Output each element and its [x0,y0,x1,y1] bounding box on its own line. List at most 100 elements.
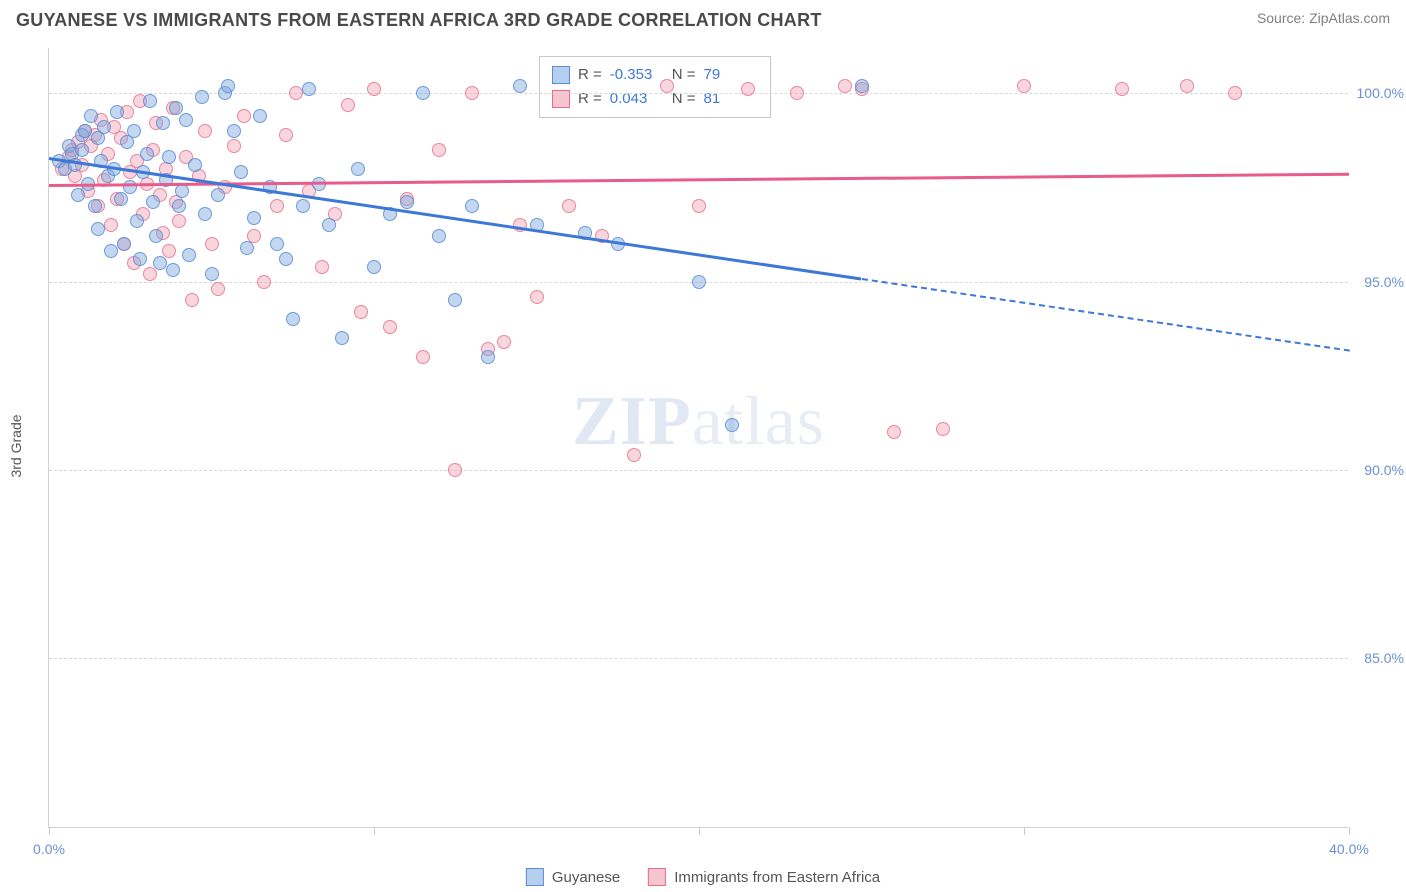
data-point [416,350,430,364]
data-point [354,305,368,319]
watermark: ZIPatlas [572,382,825,462]
data-point [166,263,180,277]
data-point [692,275,706,289]
data-point [175,184,189,198]
data-point [322,218,336,232]
data-point [221,79,235,93]
data-point [143,267,157,281]
data-point [660,79,674,93]
r-value: 0.043 [610,87,664,111]
data-point [562,199,576,213]
data-point [172,199,186,213]
y-tick-label: 95.0% [1352,274,1404,290]
data-point [153,256,167,270]
stats-legend: R = -0.353 N = 79 R = 0.043 N = 81 [539,56,771,118]
data-point [205,267,219,281]
data-point [104,218,118,232]
data-point [513,79,527,93]
data-point [315,260,329,274]
data-point [286,312,300,326]
stats-legend-row: R = -0.353 N = 79 [552,63,758,87]
x-tick-label: 40.0% [1329,841,1369,857]
r-value: -0.353 [610,63,664,87]
data-point [140,147,154,161]
trend-line [49,157,862,281]
data-point [351,162,365,176]
data-point [692,199,706,213]
data-point [887,425,901,439]
data-point [88,199,102,213]
data-point [133,252,147,266]
y-tick-label: 85.0% [1352,650,1404,666]
data-point [1017,79,1031,93]
data-point [936,422,950,436]
data-point [182,248,196,262]
data-point [627,448,641,462]
data-point [335,331,349,345]
y-tick-label: 100.0% [1352,85,1404,101]
y-tick-label: 90.0% [1352,462,1404,478]
legend-item-a: Guyanese [526,868,620,886]
data-point [211,282,225,296]
y-axis-title: 3rd Grade [8,414,24,477]
data-point [237,109,251,123]
x-tick [699,827,700,835]
data-point [211,188,225,202]
data-point [162,150,176,164]
stats-legend-row: R = 0.043 N = 81 [552,87,758,111]
data-point [725,418,739,432]
data-point [296,199,310,213]
data-point [432,229,446,243]
data-point [270,199,284,213]
data-point [1180,79,1194,93]
data-point [188,158,202,172]
data-point [432,143,446,157]
bottom-legend: Guyanese Immigrants from Eastern Africa [526,868,880,886]
data-point [270,237,284,251]
data-point [110,105,124,119]
data-point [257,275,271,289]
r-label: R = [578,87,602,111]
data-point [465,86,479,100]
data-point [448,463,462,477]
data-point [1115,82,1129,96]
data-point [195,90,209,104]
data-point [838,79,852,93]
x-tick [374,827,375,835]
data-point [84,109,98,123]
data-point [97,120,111,134]
data-point [114,192,128,206]
x-tick-label: 0.0% [33,841,65,857]
trend-line [861,278,1349,352]
data-point [198,207,212,221]
data-point [127,124,141,138]
data-point [205,237,219,251]
legend-swatch-a [552,66,570,84]
x-tick [49,827,50,835]
data-point [741,82,755,96]
data-point [149,229,163,243]
source-attribution: Source: ZipAtlas.com [1257,10,1390,26]
data-point [302,82,316,96]
data-point [198,124,212,138]
legend-label-b: Immigrants from Eastern Africa [674,869,880,886]
data-point [117,237,131,251]
data-point [497,335,511,349]
legend-label-a: Guyanese [552,869,620,886]
data-point [400,195,414,209]
data-point [185,293,199,307]
data-point [416,86,430,100]
data-point [790,86,804,100]
legend-swatch-b [648,868,666,886]
data-point [341,98,355,112]
legend-item-b: Immigrants from Eastern Africa [648,868,880,886]
data-point [367,260,381,274]
data-point [162,244,176,258]
plot-area: ZIPatlas R = -0.353 N = 79 R = 0.043 N =… [48,48,1348,828]
data-point [855,79,869,93]
data-point [78,124,92,138]
n-label: N = [672,87,696,111]
x-tick [1349,827,1350,835]
data-point [146,195,160,209]
legend-swatch-a [526,868,544,886]
